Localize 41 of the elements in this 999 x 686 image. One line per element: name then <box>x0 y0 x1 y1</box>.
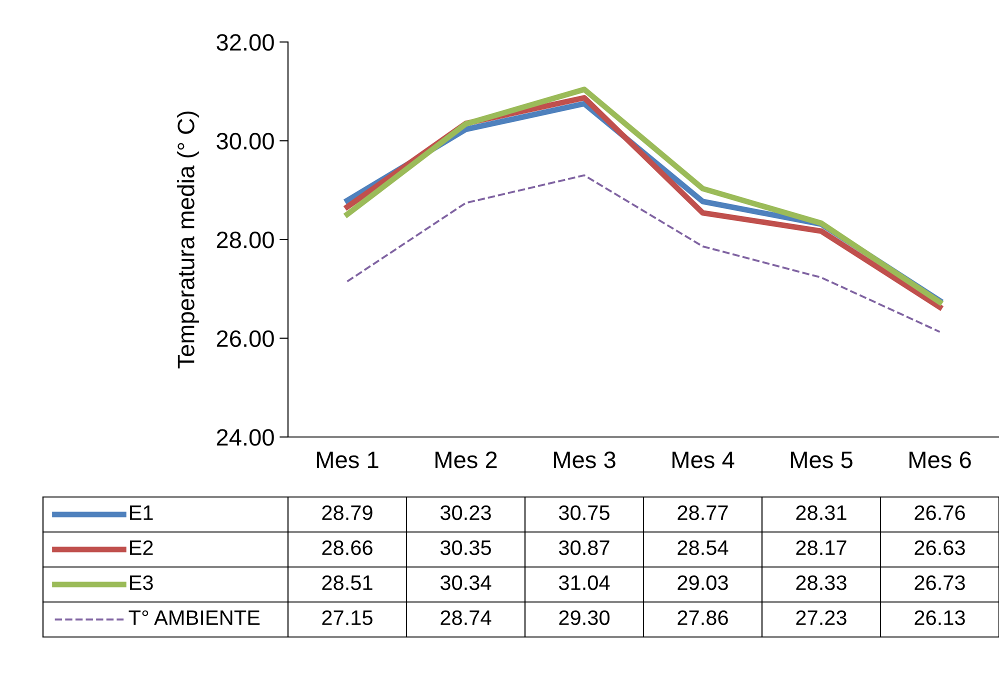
data-label: 30.35 <box>440 540 491 556</box>
data-label: 27.15 <box>322 610 372 626</box>
y-axis-title: Temperatura media (° C) <box>177 112 200 368</box>
data-label: 30.87 <box>558 540 610 556</box>
data-label: 28.31 <box>796 505 846 520</box>
data-label: 28.74 <box>440 610 492 626</box>
data-label: 28.33 <box>796 575 846 590</box>
data-label: 26.63 <box>914 540 965 556</box>
data-label: 28.79 <box>322 505 372 520</box>
line-series <box>346 174 941 333</box>
y-tick-label: 28.00 <box>216 232 274 248</box>
data-label: 28.51 <box>322 575 372 590</box>
y-tick-label: 26.00 <box>216 330 274 348</box>
data-label: 30.75 <box>558 505 610 520</box>
data-label: 28.17 <box>796 540 846 556</box>
y-tick-label: 32.00 <box>216 34 274 51</box>
data-label: 28.66 <box>322 540 372 556</box>
data-label: 26.73 <box>914 575 965 590</box>
data-label: 29.30 <box>559 610 610 626</box>
legend-label: E1 <box>130 506 153 520</box>
data-label: 29.03 <box>678 575 728 590</box>
data-label: 27.23 <box>796 610 846 626</box>
y-tick-label: 24.00 <box>216 429 274 446</box>
data-label: 30.23 <box>440 505 491 520</box>
x-tick-label: Mes 5 <box>791 452 852 468</box>
x-tick-label: Mes 2 <box>436 452 497 468</box>
y-tick-label: 30.00 <box>216 132 274 150</box>
data-label: 30.34 <box>440 575 492 590</box>
data-label: 28.54 <box>678 540 728 556</box>
x-tick-label: Mes 4 <box>672 452 734 468</box>
data-label: 26.76 <box>914 505 965 520</box>
data-label: 31.04 <box>558 575 610 590</box>
legend-label: E3 <box>130 575 153 590</box>
data-label: 27.86 <box>678 610 728 626</box>
data-label: 26.13 <box>914 610 965 626</box>
data-label: 28.77 <box>678 505 728 520</box>
x-tick-label: Mes 1 <box>317 452 378 468</box>
x-tick-label: Mes 3 <box>554 452 616 468</box>
legend-label: T° AMBIENTE <box>128 610 260 625</box>
x-tick-label: Mes 6 <box>910 452 971 468</box>
legend-label: E2 <box>130 540 153 555</box>
